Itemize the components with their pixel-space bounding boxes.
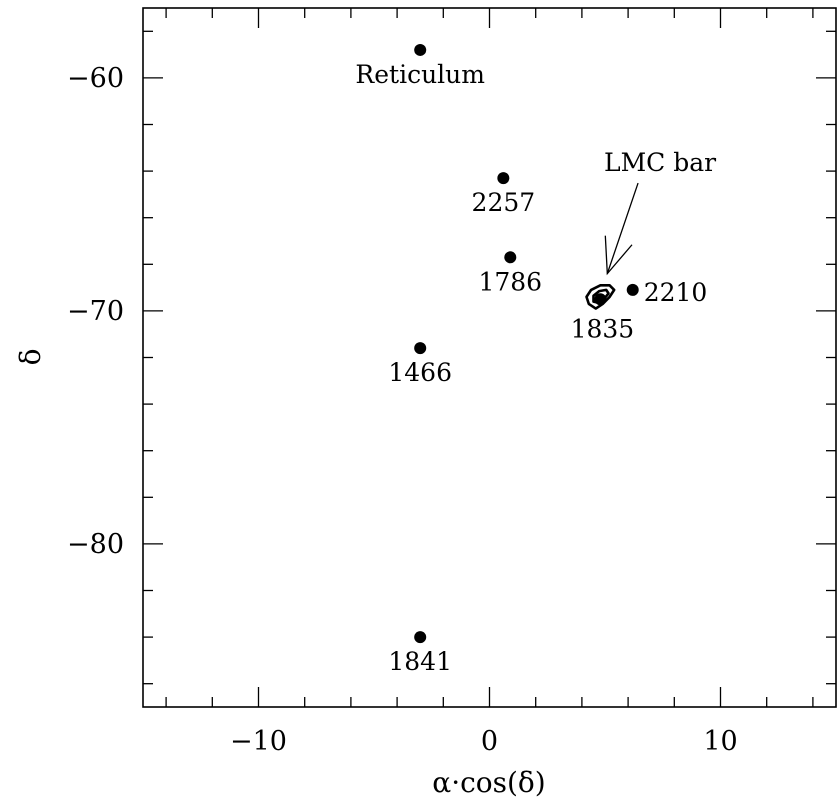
point-label: 1786	[478, 267, 542, 296]
y-tick-label: −70	[67, 296, 124, 327]
annotation-label: LMC bar	[604, 148, 716, 177]
x-tick-label: −10	[230, 726, 287, 757]
point-label: 1835	[571, 314, 635, 343]
point-label: 1466	[388, 358, 452, 387]
annotations: LMC bar	[604, 148, 716, 276]
data-points: Reticulum 2257 1786 2210 1835 1466 1841	[355, 43, 708, 676]
data-point	[414, 631, 427, 644]
y-axis-label: δ	[14, 349, 47, 366]
annotation-arrow-head	[604, 235, 633, 276]
data-point	[414, 43, 427, 56]
data-point	[414, 342, 427, 355]
y-tick-label: −60	[67, 63, 124, 94]
point-label: 1841	[388, 647, 452, 676]
data-point	[504, 251, 517, 264]
data-point	[497, 172, 510, 185]
point-label: 2257	[472, 188, 536, 217]
axis-ticks	[143, 8, 836, 707]
data-point	[594, 293, 607, 306]
point-label: 2210	[644, 278, 708, 307]
data-point	[626, 283, 639, 296]
y-tick-label: −80	[67, 529, 124, 560]
x-tick-label: 0	[481, 726, 498, 757]
x-tick-label: 10	[703, 726, 737, 757]
x-axis-label: α·cos(δ)	[432, 766, 545, 799]
annotation-arrow-line	[606, 182, 639, 274]
plot-frame	[142, 7, 837, 708]
tick-labels: −10 0 10 −60 −70 −80	[67, 63, 738, 757]
contour-line	[585, 283, 616, 310]
point-label: Reticulum	[355, 60, 485, 89]
